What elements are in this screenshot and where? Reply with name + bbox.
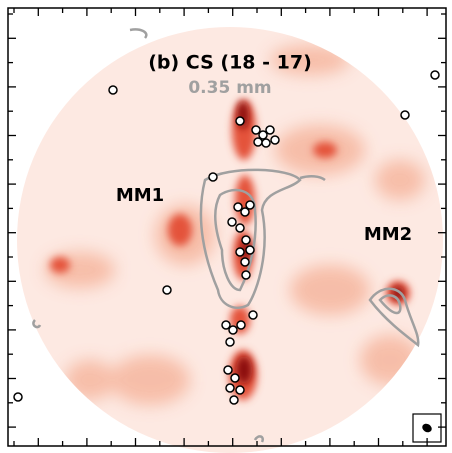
source-label: MM2: [364, 224, 412, 245]
panel-subtitle: 0.35 mm: [188, 78, 271, 98]
frame-ticks: [8, 8, 446, 446]
source-label: MM1: [116, 185, 164, 206]
contours: [32, 28, 420, 443]
panel-title: (b) CS (18 - 17): [148, 52, 312, 74]
frame: [7, 7, 447, 447]
source-markers: [13, 70, 440, 405]
beam: [412, 413, 442, 443]
